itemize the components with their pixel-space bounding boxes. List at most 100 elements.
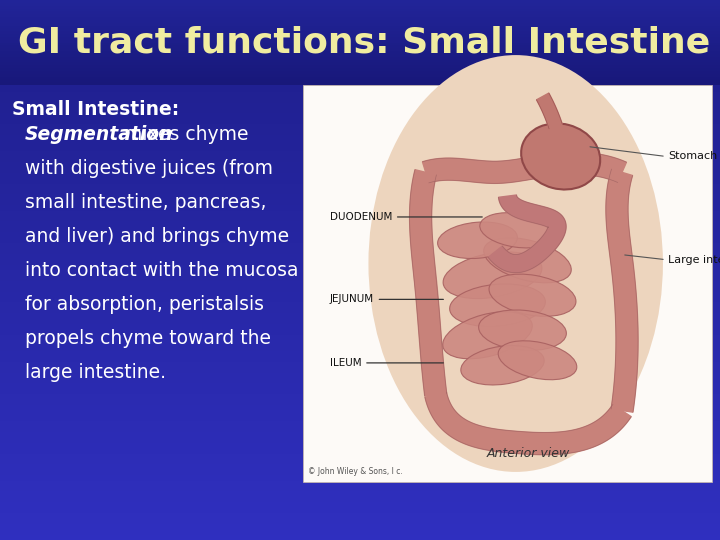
Bar <box>0 389 720 394</box>
Bar <box>0 9 720 11</box>
Bar <box>0 259 720 265</box>
Bar <box>0 51 720 54</box>
Bar <box>0 416 720 421</box>
Bar <box>0 508 720 513</box>
Bar <box>0 39 720 43</box>
Bar <box>0 59 720 62</box>
Bar <box>0 108 720 113</box>
Bar <box>0 211 720 216</box>
Bar <box>0 65 720 68</box>
Text: GI tract functions: Small Intestine: GI tract functions: Small Intestine <box>18 25 710 59</box>
Bar <box>0 491 720 497</box>
Bar <box>0 11 720 14</box>
Bar <box>0 37 720 39</box>
Bar <box>0 59 720 65</box>
Text: ILEUM: ILEUM <box>330 358 444 368</box>
Polygon shape <box>423 152 626 184</box>
Text: for absorption, peristalsis: for absorption, peristalsis <box>25 295 264 314</box>
Bar <box>0 31 720 34</box>
Bar <box>0 0 720 3</box>
Bar <box>0 340 720 346</box>
Text: Segmentation: Segmentation <box>25 125 174 144</box>
Bar <box>0 346 720 351</box>
Bar <box>0 70 720 76</box>
Bar <box>0 130 720 135</box>
Text: mixes chyme: mixes chyme <box>118 125 248 144</box>
Text: Large intestine: Large intestine <box>668 255 720 265</box>
Ellipse shape <box>461 346 544 385</box>
Ellipse shape <box>443 312 532 359</box>
Bar <box>0 518 720 524</box>
Bar <box>0 335 720 340</box>
Bar <box>0 302 720 308</box>
Text: propels chyme toward the: propels chyme toward the <box>25 329 271 348</box>
Bar <box>0 481 720 486</box>
Bar <box>0 27 720 32</box>
Text: with digestive juices (from: with digestive juices (from <box>25 159 273 178</box>
Bar <box>0 0 720 85</box>
Bar <box>0 448 720 454</box>
Text: Anterior view: Anterior view <box>486 447 570 460</box>
Text: and liver) and brings chyme: and liver) and brings chyme <box>25 227 289 246</box>
Bar <box>0 25 720 28</box>
Bar <box>0 351 720 356</box>
Polygon shape <box>536 93 562 129</box>
Bar <box>0 502 720 508</box>
Ellipse shape <box>479 310 567 350</box>
Ellipse shape <box>450 284 545 327</box>
Bar <box>0 254 720 259</box>
Bar <box>0 405 720 410</box>
Text: © John Wiley & Sons, I c.: © John Wiley & Sons, I c. <box>308 467 402 476</box>
Bar <box>0 157 720 162</box>
Bar <box>0 167 720 173</box>
Bar <box>0 97 720 103</box>
Bar <box>0 92 720 97</box>
Polygon shape <box>488 195 566 273</box>
Bar <box>0 378 720 383</box>
Bar <box>0 77 720 79</box>
Bar <box>0 529 720 535</box>
Bar <box>0 32 720 38</box>
Bar <box>0 535 720 540</box>
Bar <box>0 470 720 475</box>
Bar <box>0 400 720 405</box>
Bar <box>0 62 720 65</box>
Bar <box>0 45 720 48</box>
Bar <box>0 454 720 459</box>
Bar <box>0 17 720 20</box>
Bar <box>0 238 720 243</box>
Polygon shape <box>425 392 631 455</box>
Bar <box>0 38 720 43</box>
Bar <box>0 184 720 189</box>
Text: JEJUNUM: JEJUNUM <box>330 294 444 305</box>
Bar <box>0 81 720 86</box>
Bar <box>0 20 720 23</box>
Bar <box>0 71 720 73</box>
Bar <box>0 275 720 281</box>
Bar <box>0 313 720 319</box>
Bar <box>0 200 720 205</box>
Text: Stomach: Stomach <box>668 151 717 161</box>
Bar <box>0 146 720 151</box>
Bar <box>0 437 720 443</box>
Bar <box>0 356 720 362</box>
Bar <box>0 0 720 5</box>
Bar <box>0 54 720 59</box>
Bar <box>0 383 720 389</box>
Bar <box>0 3 720 5</box>
Bar <box>0 76 720 81</box>
Bar <box>0 23 720 25</box>
Bar <box>0 49 720 54</box>
Bar <box>0 443 720 448</box>
Bar <box>0 232 720 238</box>
Text: DUODENUM: DUODENUM <box>330 212 482 222</box>
Bar <box>0 324 720 329</box>
Bar <box>0 43 720 45</box>
Bar <box>0 162 720 167</box>
Bar <box>0 57 720 59</box>
Bar <box>0 205 720 211</box>
Bar <box>0 103 720 108</box>
Bar <box>0 475 720 481</box>
Bar <box>0 34 720 37</box>
Bar <box>0 265 720 270</box>
